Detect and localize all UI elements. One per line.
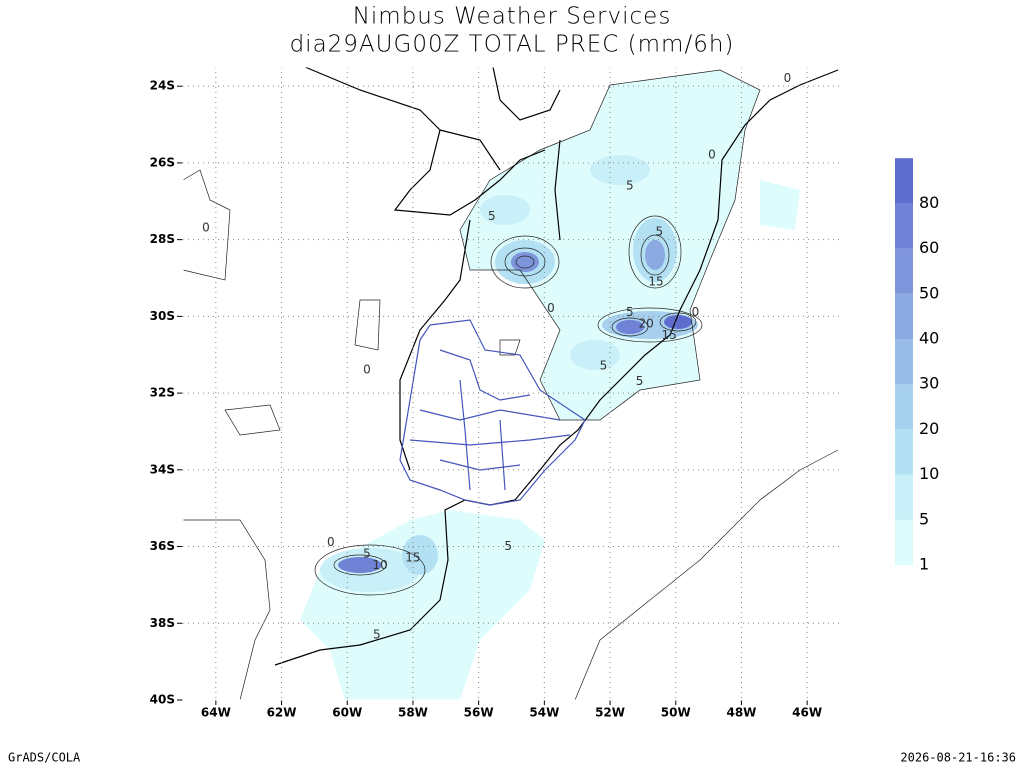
colorbar-box — [895, 429, 913, 475]
graticule: 64W 62W 60W 58W 56W 54W 52W 50W 48W 46W 24S 26S 28S 3… — [150, 67, 840, 720]
precip-shading — [300, 70, 800, 700]
contour-label: 20 — [639, 317, 654, 331]
y-tick-label: 38S — [150, 616, 175, 630]
colorbar-box — [895, 158, 913, 204]
y-tick-label: 34S — [150, 462, 175, 476]
x-tick-label: 64W — [201, 706, 231, 720]
contour-label: 10 — [372, 558, 387, 572]
colorbar-label: 5 — [919, 509, 929, 528]
contour-label: 5 — [656, 224, 664, 238]
contour-label: 0 — [708, 148, 716, 162]
contour-label: 15 — [648, 274, 663, 288]
subtitle: dia29AUG00Z TOTAL PREC (mm/6h) — [290, 32, 735, 58]
y-tick-label: 30S — [150, 309, 175, 323]
contour-label: 5 — [373, 627, 381, 641]
y-tick-label: 36S — [150, 539, 175, 553]
colorbar-box — [895, 248, 913, 294]
contour-label: 15 — [662, 328, 677, 342]
x-tick-label: 58W — [398, 706, 428, 720]
x-tick-label: 46W — [792, 706, 822, 720]
y-tick-label: 32S — [150, 386, 175, 400]
x-tick-label: 52W — [595, 706, 625, 720]
contour-label: 0 — [692, 305, 700, 319]
plot-frame — [182, 66, 841, 701]
y-tick-label: 26S — [150, 155, 175, 169]
colorbar-box — [895, 384, 913, 430]
colorbar-label: 1 — [919, 555, 929, 574]
x-tick-label: 48W — [726, 706, 756, 720]
y-tick-label: 28S — [150, 232, 175, 246]
x-tick-label: 50W — [661, 706, 691, 720]
contour-label: 15 — [405, 551, 420, 565]
x-tick-label: 60W — [332, 706, 362, 720]
colorbar-label: 60 — [919, 238, 939, 257]
borders — [399, 319, 586, 506]
contour-label: 5 — [488, 209, 496, 223]
x-tick-label: 54W — [529, 706, 559, 720]
colorbar-box — [895, 203, 913, 249]
colorbar-label: 40 — [919, 329, 939, 348]
contour-label: 0 — [784, 71, 792, 85]
x-tick-label: 62W — [267, 706, 297, 720]
contour-label: 5 — [636, 374, 644, 388]
footer-right: 2026-08-21-16:36 — [900, 751, 1016, 765]
contour-label: 0 — [327, 535, 335, 549]
contour-label: 0 — [202, 221, 210, 235]
contours — [182, 69, 839, 701]
colorbar-box — [895, 519, 913, 565]
colorbar-label: 30 — [919, 374, 939, 393]
footer-left: GrADS/COLA — [8, 751, 81, 765]
colorbar-box — [895, 293, 913, 339]
title: Nimbus Weather Services — [353, 4, 672, 30]
colorbar-box — [895, 339, 913, 385]
coastline — [274, 66, 839, 666]
y-tick-label: 24S — [150, 79, 175, 93]
colorbar-label: 10 — [919, 464, 939, 483]
contour-label: 0 — [547, 301, 555, 315]
contour-label: 5 — [363, 547, 371, 561]
contour-label: 5 — [626, 305, 634, 319]
y-tick-label: 40S — [150, 693, 175, 707]
contour-label: 5 — [600, 359, 608, 373]
x-tick-label: 56W — [464, 706, 494, 720]
colorbar: 1 5 10 20 30 40 50 60 80 — [895, 158, 939, 574]
colorbar-label: 20 — [919, 419, 939, 438]
colorbar-label: 50 — [919, 283, 939, 302]
colorbar-box — [895, 474, 913, 520]
contour-label: 5 — [504, 539, 512, 553]
colorbar-label: 80 — [919, 193, 939, 212]
contour-label: 5 — [626, 178, 634, 192]
contour-label: 0 — [363, 363, 371, 377]
